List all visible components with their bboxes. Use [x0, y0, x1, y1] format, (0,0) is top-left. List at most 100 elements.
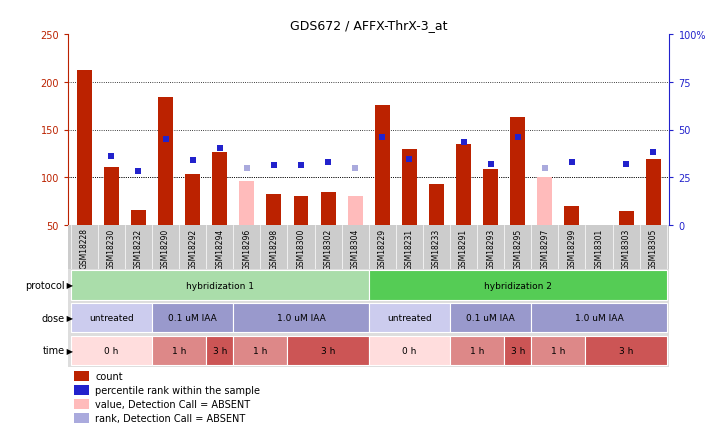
Bar: [74, 399, 89, 409]
Text: GSM18292: GSM18292: [188, 228, 197, 269]
Bar: [538, 178, 552, 226]
Text: GSM18304: GSM18304: [351, 228, 359, 269]
Text: GSM18298: GSM18298: [269, 228, 279, 269]
Title: GDS672 / AFFX-ThrX-3_at: GDS672 / AFFX-ThrX-3_at: [290, 19, 448, 32]
Bar: [131, 210, 146, 226]
Bar: [531, 336, 586, 365]
Text: 3 h: 3 h: [213, 346, 227, 355]
Text: 0 h: 0 h: [402, 346, 417, 355]
Bar: [158, 98, 173, 226]
Text: 1 h: 1 h: [470, 346, 484, 355]
Text: count: count: [95, 371, 122, 381]
Text: untreated: untreated: [387, 313, 432, 322]
Text: percentile rank within the sample: percentile rank within the sample: [95, 385, 260, 395]
Text: GSM18295: GSM18295: [513, 228, 522, 269]
Bar: [266, 194, 281, 226]
Text: rank, Detection Call = ABSENT: rank, Detection Call = ABSENT: [95, 413, 246, 423]
Point: [241, 165, 253, 172]
Bar: [586, 336, 667, 365]
Point: [566, 159, 578, 166]
Text: GSM18228: GSM18228: [79, 228, 89, 269]
Bar: [564, 207, 579, 226]
Bar: [402, 149, 417, 226]
Text: GSM18291: GSM18291: [459, 228, 468, 269]
Text: ▶: ▶: [64, 313, 74, 322]
Text: GSM18305: GSM18305: [649, 228, 658, 269]
Point: [458, 139, 469, 146]
Text: 3 h: 3 h: [619, 346, 633, 355]
Bar: [239, 182, 254, 226]
Point: [322, 159, 334, 166]
Point: [620, 161, 632, 168]
Text: 1 h: 1 h: [172, 346, 186, 355]
Point: [647, 150, 659, 157]
Bar: [74, 385, 89, 395]
Point: [295, 162, 306, 169]
Bar: [233, 303, 369, 332]
Bar: [71, 336, 152, 365]
Bar: [429, 184, 444, 226]
Bar: [483, 169, 498, 226]
Point: [377, 135, 388, 141]
Text: GSM18293: GSM18293: [486, 228, 495, 269]
Bar: [450, 303, 531, 332]
Text: hybridization 1: hybridization 1: [185, 281, 253, 290]
Bar: [287, 336, 369, 365]
Bar: [369, 336, 450, 365]
Text: ▶: ▶: [64, 346, 74, 355]
Bar: [504, 336, 531, 365]
Bar: [294, 197, 309, 226]
Text: GSM18297: GSM18297: [541, 228, 549, 269]
Point: [349, 165, 361, 172]
Bar: [511, 118, 526, 226]
Point: [132, 168, 144, 175]
Bar: [456, 145, 471, 226]
Point: [106, 154, 117, 161]
Text: 0.1 uM IAA: 0.1 uM IAA: [466, 313, 515, 322]
Text: GSM18303: GSM18303: [621, 228, 631, 269]
Bar: [104, 168, 119, 226]
Text: 1 h: 1 h: [551, 346, 566, 355]
Bar: [450, 336, 504, 365]
Text: GSM18233: GSM18233: [432, 228, 441, 269]
Text: ▶: ▶: [64, 281, 74, 290]
Bar: [321, 192, 336, 226]
Bar: [185, 174, 200, 226]
Bar: [152, 303, 233, 332]
Text: 3 h: 3 h: [511, 346, 525, 355]
Bar: [233, 336, 287, 365]
Text: GSM18229: GSM18229: [378, 228, 387, 269]
Bar: [74, 413, 89, 423]
Text: 1 h: 1 h: [253, 346, 268, 355]
Bar: [646, 160, 661, 226]
Point: [512, 135, 523, 141]
Point: [160, 136, 171, 143]
Text: GSM18302: GSM18302: [324, 228, 333, 269]
Text: GSM18296: GSM18296: [242, 228, 251, 269]
Point: [404, 156, 415, 163]
Text: dose: dose: [42, 313, 64, 323]
Text: GSM18301: GSM18301: [594, 228, 604, 269]
Bar: [375, 105, 390, 226]
Text: GSM18290: GSM18290: [161, 228, 170, 269]
Point: [187, 157, 198, 164]
Bar: [212, 152, 227, 226]
Text: protocol: protocol: [25, 280, 64, 290]
Bar: [206, 336, 233, 365]
Bar: [74, 371, 89, 381]
Text: GSM18230: GSM18230: [107, 228, 116, 269]
Bar: [369, 271, 667, 300]
Text: 0.1 uM IAA: 0.1 uM IAA: [168, 313, 217, 322]
Text: time: time: [42, 345, 64, 355]
Point: [485, 161, 496, 168]
Bar: [531, 303, 667, 332]
Bar: [348, 197, 362, 226]
Bar: [591, 226, 606, 230]
Bar: [71, 271, 369, 300]
Bar: [152, 336, 206, 365]
Text: 1.0 uM IAA: 1.0 uM IAA: [276, 313, 325, 322]
Text: 0 h: 0 h: [105, 346, 119, 355]
Bar: [71, 303, 152, 332]
Text: GSM18294: GSM18294: [216, 228, 224, 269]
Text: GSM18232: GSM18232: [134, 228, 143, 269]
